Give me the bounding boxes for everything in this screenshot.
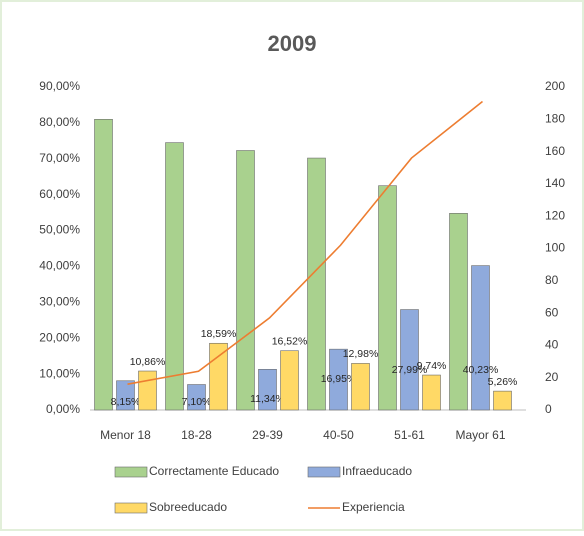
legend-swatch bbox=[307, 466, 341, 478]
data-label: 7,10% bbox=[182, 396, 212, 408]
bar bbox=[351, 363, 370, 411]
data-label: 5,26% bbox=[488, 376, 518, 388]
legend-swatch bbox=[114, 502, 148, 514]
y2-tick-label: 200 bbox=[545, 79, 565, 93]
bar bbox=[116, 380, 135, 411]
y2-tick-label: 160 bbox=[545, 144, 565, 158]
bar bbox=[378, 185, 397, 411]
bar bbox=[329, 348, 348, 411]
y-tick-label: 80,00% bbox=[39, 115, 80, 129]
y2-tick-label: 180 bbox=[545, 111, 565, 125]
bar bbox=[236, 150, 255, 411]
y-tick-label: 20,00% bbox=[39, 330, 80, 344]
y-tick-label: 0,00% bbox=[46, 402, 80, 416]
data-label: 9,74% bbox=[417, 360, 447, 372]
data-label: 40,23% bbox=[463, 364, 499, 376]
y2-tick-label: 60 bbox=[545, 305, 559, 319]
bar bbox=[138, 370, 157, 411]
legend-swatch bbox=[114, 466, 148, 478]
y-tick-label: 10,00% bbox=[39, 366, 80, 380]
y2-tick-label: 140 bbox=[545, 176, 565, 190]
x-tick-label: 51-61 bbox=[394, 428, 425, 442]
legend-label: Correctamente Educado bbox=[149, 464, 279, 478]
y2-tick-label: 20 bbox=[545, 370, 559, 384]
data-label: 10,86% bbox=[130, 356, 166, 368]
y2-tick-label: 120 bbox=[545, 208, 565, 222]
legend-label: Infraeducado bbox=[342, 464, 412, 478]
x-tick-label: 29-39 bbox=[252, 428, 283, 442]
bar bbox=[258, 369, 277, 411]
chart-title: 2009 bbox=[268, 31, 317, 56]
bar bbox=[165, 142, 184, 411]
x-tick-label: 40-50 bbox=[323, 428, 354, 442]
bar bbox=[187, 384, 206, 411]
y-tick-label: 40,00% bbox=[39, 259, 80, 273]
y-tick-label: 30,00% bbox=[39, 295, 80, 309]
bar bbox=[280, 350, 299, 411]
data-label: 27,99% bbox=[392, 364, 428, 376]
x-tick-label: 18-28 bbox=[181, 428, 212, 442]
data-label: 12,98% bbox=[343, 348, 379, 360]
bar bbox=[307, 157, 326, 411]
data-label: 11,34% bbox=[250, 393, 285, 405]
data-label: 16,52% bbox=[272, 335, 308, 347]
bar bbox=[493, 390, 512, 411]
bar bbox=[400, 309, 419, 411]
x-tick-label: Menor 18 bbox=[100, 428, 151, 442]
data-label: 18,59% bbox=[201, 328, 237, 340]
bar bbox=[449, 213, 468, 411]
line bbox=[127, 100, 483, 385]
legend-label: Sobreeducado bbox=[149, 500, 227, 514]
bar bbox=[94, 119, 113, 411]
y2-tick-label: 100 bbox=[545, 241, 565, 255]
y-tick-label: 60,00% bbox=[39, 187, 80, 201]
data-label: 8,15% bbox=[111, 396, 141, 408]
y2-tick-label: 40 bbox=[545, 338, 559, 352]
y-tick-label: 50,00% bbox=[39, 223, 80, 237]
bar bbox=[471, 265, 490, 411]
x-tick-label: Mayor 61 bbox=[455, 428, 505, 442]
y2-tick-label: 80 bbox=[545, 273, 559, 287]
y-tick-label: 90,00% bbox=[39, 79, 80, 93]
bar bbox=[422, 374, 441, 411]
y-tick-label: 70,00% bbox=[39, 151, 80, 165]
bar bbox=[209, 342, 228, 411]
data-label: 16,95% bbox=[321, 373, 357, 385]
y2-tick-label: 0 bbox=[545, 402, 552, 416]
legend-label: Experiencia bbox=[342, 500, 405, 514]
